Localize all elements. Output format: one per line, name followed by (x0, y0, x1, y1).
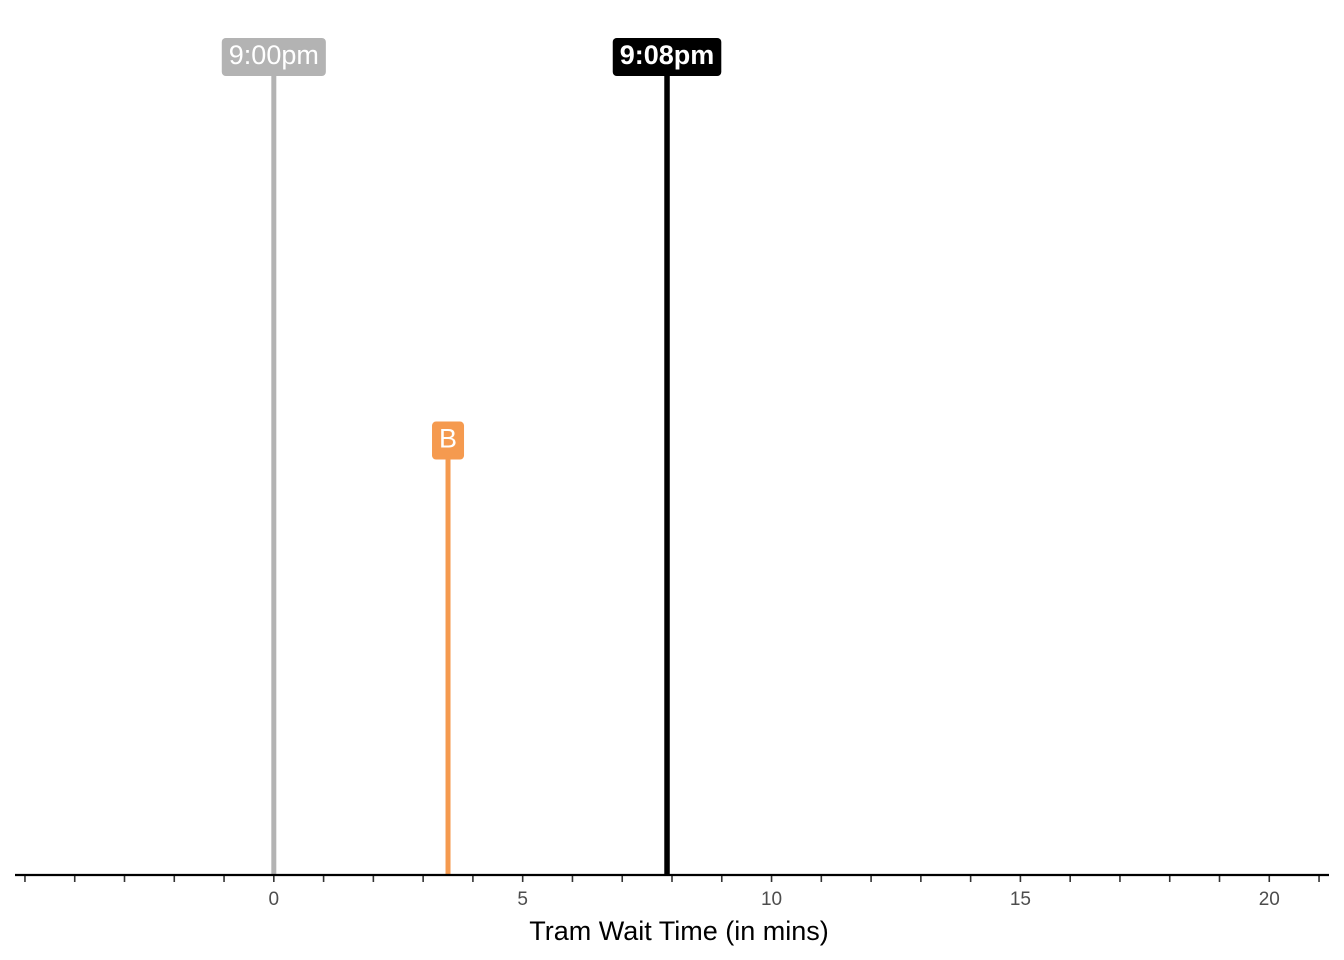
x-axis-ticks: 0 5 10 15 20 (24, 875, 1320, 910)
x-tick-label: 5 (517, 889, 528, 910)
marker-label-text: B (439, 424, 457, 454)
marker-label: 9:00pm (221, 38, 326, 76)
x-tick-label: 20 (1259, 889, 1280, 910)
marker-label: B (432, 421, 465, 460)
marker-label-box (432, 421, 465, 460)
event-markers: 9:00pm B 9:08pm (221, 38, 722, 875)
x-tick-label: 15 (1010, 889, 1031, 910)
marker-label-text: 9:00pm (229, 40, 319, 70)
marker-label-box (221, 38, 326, 76)
x-axis-title: Tram Wait Time (in mins) (529, 916, 829, 946)
x-tick-label: 0 (269, 889, 280, 910)
marker-label-text: 9:08pm (620, 40, 715, 70)
marker-label-box (612, 38, 722, 76)
marker-label: 9:08pm (612, 38, 722, 76)
x-tick-label: 10 (761, 889, 782, 910)
